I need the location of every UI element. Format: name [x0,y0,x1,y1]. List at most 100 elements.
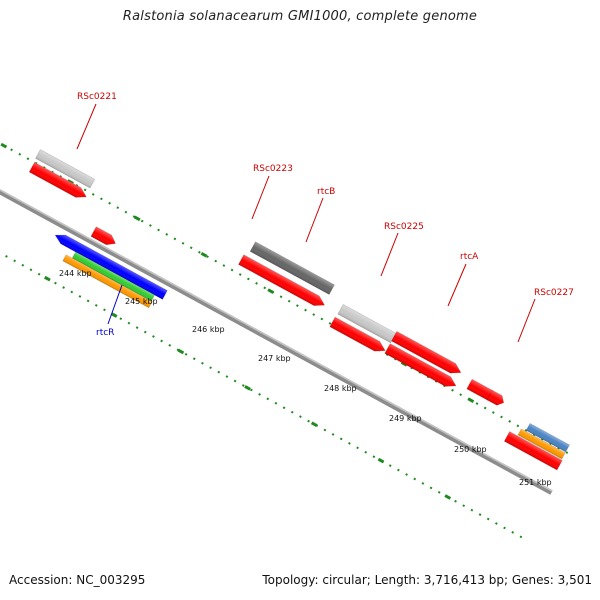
feature-RSc0225-shade [329,317,386,352]
tick-dot [462,504,466,508]
tick-dot [103,308,106,312]
tick-dot [323,428,327,432]
tick-dot [282,406,286,410]
tick-dot [18,152,22,156]
tick-dot [135,326,139,329]
feature-rtcR-green-shade [72,251,155,302]
tick-dot [516,424,520,428]
feature-rtcR-orange-shade [62,254,153,308]
tick-dot [429,486,433,490]
tick-dot [108,201,111,205]
tick-dot [140,219,144,223]
accession-text: Accession: NC_003295 [9,573,146,587]
tick-dot [13,259,16,263]
tick-dot [78,295,82,298]
tick-dot [206,255,209,259]
tick-dot [209,366,212,370]
tick-dot [454,499,457,503]
leader-RSc0223 [251,175,270,220]
tick-dot [500,415,503,419]
tick-dot [565,451,569,454]
tick-dot [124,210,128,214]
tick-dot [348,441,351,445]
feature-track [28,149,570,471]
tick-mark [467,397,475,403]
tick-dot [152,335,155,338]
tick-mark [444,494,452,500]
scale-label-247: 247 kbp [258,354,291,363]
tick-dot [511,531,515,534]
feature-RSc0222-shade [90,226,116,245]
tick-dot [421,482,425,485]
genome-backbone-highlight [0,117,553,492]
tick-dot [250,388,253,392]
gene-label-RSc0221: RSc0221 [77,92,117,102]
tick-dot [160,339,163,343]
feature-right-red-shade [504,431,563,470]
tick-dot [165,233,169,236]
tick-dot [5,255,8,258]
scale-label-249: 249 kbp [389,414,422,423]
tick-dot [299,415,302,418]
tick-dot [241,384,245,387]
tick-dot [225,375,229,378]
tick-dot [287,299,291,303]
leader-rtcR [107,284,123,325]
tick-dot [29,268,33,272]
tick-dot [328,322,332,325]
feature-RSc0221-shade [29,162,87,198]
tick-dot [307,419,310,423]
tick-dot [266,397,270,401]
tick-dot [486,517,490,521]
tick-dot [26,157,30,161]
scale-label-244: 244 kbp [59,269,92,278]
tick-dot [62,286,65,289]
tick-dot [274,401,278,405]
genome-summary-text: Topology: circular; Length: 3,716,413 bp… [262,573,592,587]
tick-dot [508,420,512,423]
tick-dot [279,295,283,299]
tick-dot [119,317,123,321]
leader-RSc0225 [380,232,399,277]
feature-rtcA-2-shade [384,343,456,387]
tick-dot [258,393,261,396]
tick-dot [451,388,454,392]
tick-dot [405,473,408,476]
tick-dot [372,455,376,459]
tick-dot [413,477,417,481]
tick-dot [149,224,152,227]
tick-dot [475,402,479,405]
tick-dot [233,379,237,383]
tick-dot [100,197,103,201]
map-title: Ralstonia solanacearum GMI1000, complete… [122,9,478,24]
tick-dot [331,433,335,436]
tick-dot [201,361,204,365]
tick-dot [83,188,87,192]
tick-dot [91,192,95,196]
tick-dot [459,393,463,397]
tick-dot [304,308,307,312]
feature-RSc0223-shade [238,254,325,306]
tick-dot [54,281,57,285]
tick-dot [296,304,299,308]
inner-tick-ring [5,255,523,539]
tick-dot [519,535,523,539]
feature-RSc0228-shade [486,390,504,406]
scale-label-251: 251 kbp [519,478,552,487]
tick-dot [491,411,495,414]
gene-labels: RSc0221 RSc0223 rtcB RSc0225 rtcA RSc022… [77,92,574,338]
gene-label-rtcR: rtcR [96,328,114,338]
tick-dot [356,446,359,450]
feature-RSc0225-band-shade [337,304,396,343]
tick-mark [200,251,208,258]
tick-dot [483,406,487,410]
tick-dot [312,313,316,316]
tick-dot [181,241,185,245]
tick-dot [230,268,234,272]
tick-dot [320,317,324,321]
tick-dot [94,303,98,307]
tick-dot [189,246,193,250]
label-leaders [76,103,536,343]
tick-dot [339,437,343,441]
